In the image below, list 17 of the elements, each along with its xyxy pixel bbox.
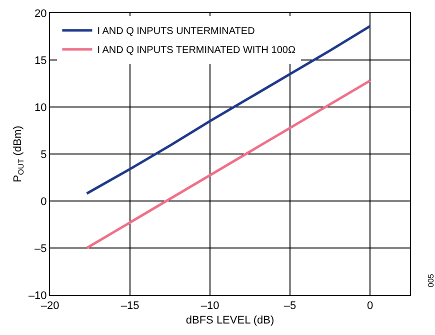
x-tick-label: 0	[366, 300, 374, 312]
x-tick-label: –5	[284, 300, 296, 312]
x-tick-label: –15	[120, 300, 140, 312]
x-axis-title: dBFS LEVEL (dB)	[186, 314, 274, 326]
y-tick-label: 0	[40, 196, 47, 208]
line-series	[86, 24, 372, 195]
text: 005	[426, 273, 435, 288]
y-tick-label: 15	[34, 54, 47, 67]
y-tick-label: 20	[34, 8, 47, 20]
x-tick-label: –20	[40, 300, 60, 312]
y-tick-label: –5	[34, 242, 47, 255]
x-tick-label: –10	[200, 300, 220, 312]
y-tick-label: 10	[34, 102, 47, 114]
legend-label: I AND Q INPUTS UNTERMINATED	[97, 26, 255, 38]
legend-label: I AND Q INPUTS TERMINATED WITH 100Ω	[97, 45, 296, 56]
y-tick-label: 5	[40, 148, 47, 161]
y-tick-label: –10	[28, 290, 47, 302]
